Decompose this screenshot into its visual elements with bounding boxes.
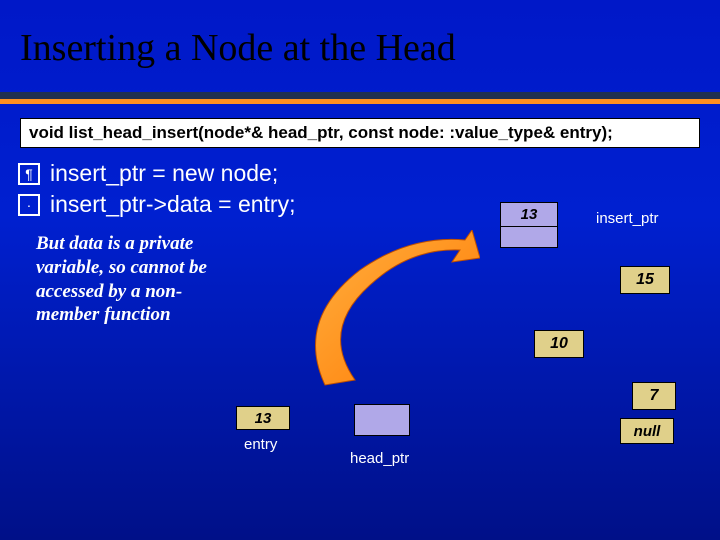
note-line: But data is a private <box>36 232 336 256</box>
note-line: member function <box>36 303 336 327</box>
insert-ptr-label: insert_ptr <box>596 210 659 227</box>
bullet-1-marker: ¶ <box>18 163 40 185</box>
note-line: variable, so cannot be <box>36 256 336 280</box>
bullet-1-text: insert_ptr = new node; <box>50 160 278 187</box>
note-text: But data is a private variable, so canno… <box>36 232 336 327</box>
bullet-2-text: insert_ptr->data = entry; <box>50 191 295 218</box>
new-node-value: 13 <box>501 203 557 227</box>
bullet-2-marker: · <box>18 194 40 216</box>
bullet-1: ¶ insert_ptr = new node; <box>18 160 720 187</box>
code-declaration: void list_head_insert(node*& head_ptr, c… <box>20 118 700 148</box>
new-node: 13 <box>500 202 558 248</box>
node-7: 7 <box>632 382 676 410</box>
new-node-link <box>501 227 557 247</box>
slide-title: Inserting a Node at the Head <box>0 0 720 70</box>
node-10: 10 <box>534 330 584 358</box>
head-ptr-label: head_ptr <box>350 450 409 467</box>
note-line: accessed by a non- <box>36 280 336 304</box>
entry-box: 13 <box>236 406 290 430</box>
content-area: ¶ insert_ptr = new node; · insert_ptr->d… <box>0 160 720 520</box>
head-ptr-box <box>354 404 410 436</box>
separator <box>0 92 720 104</box>
node-null: null <box>620 418 674 444</box>
entry-label: entry <box>244 436 277 453</box>
node-15: 15 <box>620 266 670 294</box>
